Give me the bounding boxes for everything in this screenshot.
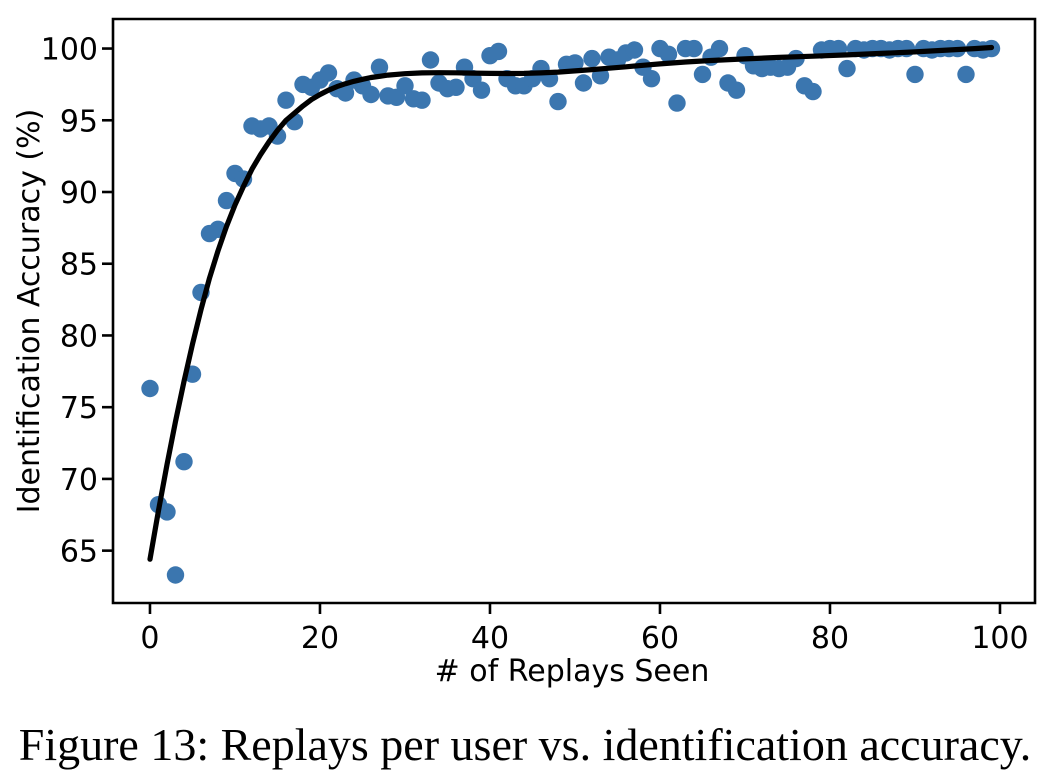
accuracy-vs-replays-chart: 0 20 40 60 80 100 65 70 75 80 85 90 95 100 # of Replay… (12, 17, 1037, 689)
scatter-point (472, 81, 491, 99)
x-axis-label: # of Replays Seen (435, 654, 710, 689)
y-axis-tick-label: 75 (60, 391, 98, 426)
scatter-point (141, 379, 159, 398)
scatter-point (625, 41, 644, 59)
scatter-point (693, 65, 712, 84)
scatter-point (413, 91, 431, 109)
scatter-point (319, 64, 338, 82)
y-axis-tick-label: 70 (60, 463, 98, 498)
scatter-point (804, 82, 822, 101)
y-axis-tick-label: 65 (60, 535, 98, 570)
x-axis-tick-label: 20 (301, 621, 339, 656)
scatter-point (396, 77, 414, 95)
scatter-point (421, 51, 440, 69)
x-axis-tick-label: 100 (971, 621, 1028, 656)
scatter-point (574, 74, 593, 92)
scatter-point (642, 70, 661, 88)
y-axis-tick-label: 95 (60, 104, 98, 139)
y-axis-tick-label: 90 (60, 176, 98, 211)
scatter-point (336, 84, 355, 102)
scatter-point (175, 453, 193, 471)
plot-spines (111, 17, 1037, 605)
scatter-point (957, 65, 975, 84)
y-axis-tick-label: 80 (60, 319, 98, 354)
scatter-point (370, 58, 389, 76)
scatter-point (710, 39, 729, 58)
scatter-point (489, 42, 508, 61)
scatter-point (166, 566, 185, 584)
scatter-point (659, 45, 678, 63)
fit-curve (147, 44, 995, 562)
scatter-point (668, 94, 686, 112)
scatter-point (158, 503, 176, 521)
scatter-point (362, 85, 380, 104)
scatter-point (447, 78, 465, 97)
scatter-point (685, 39, 703, 58)
x-axis-tick-label: 60 (641, 621, 679, 656)
y-axis-label: Identification Accuracy (%) (12, 109, 47, 514)
scatter-point (727, 81, 746, 99)
scatter-point (549, 92, 567, 111)
y-axis-tick-label: 85 (60, 248, 98, 283)
scatter-point (906, 65, 924, 84)
scatter-point (217, 191, 236, 210)
x-axis-tick-label: 80 (811, 621, 849, 656)
scatter-point (566, 54, 584, 72)
y-axis-tick-label: 100 (41, 33, 98, 68)
scatter-point (583, 49, 601, 68)
scatter-point (838, 59, 856, 78)
scatter-point (277, 91, 295, 109)
x-axis-tick-label: 0 (140, 621, 159, 656)
figure-caption: Figure 13: Replays per user vs. identifi… (18, 719, 1032, 770)
x-axis-tick-label: 40 (471, 621, 509, 656)
